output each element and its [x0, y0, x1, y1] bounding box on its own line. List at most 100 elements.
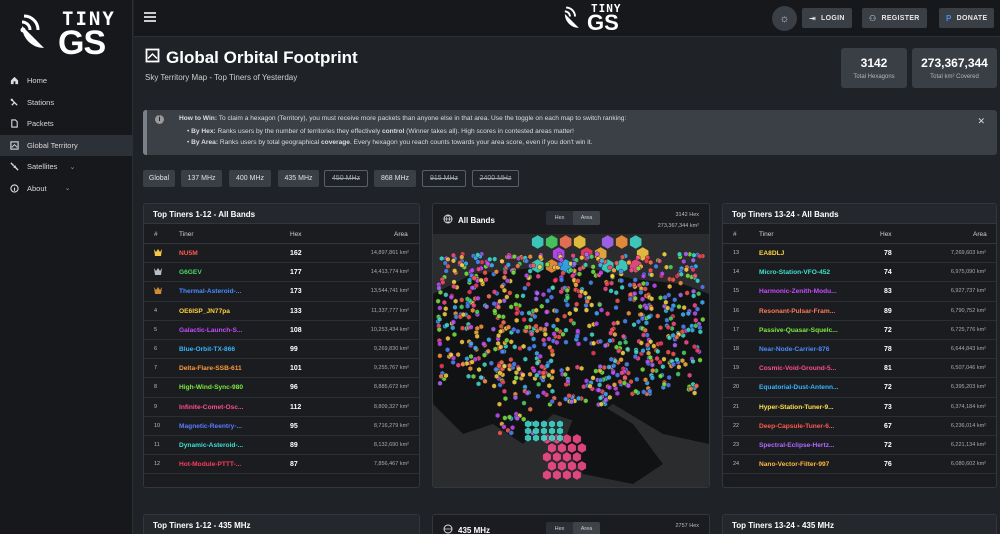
territory-hex[interactable] — [500, 313, 506, 320]
territory-hex[interactable] — [620, 254, 626, 261]
territory-hex[interactable] — [696, 290, 702, 297]
territory-hex[interactable] — [588, 279, 594, 286]
tiner-name-link[interactable]: Magnetic-Reentry-... — [179, 422, 243, 430]
territory-hex[interactable] — [575, 278, 581, 284]
territory-hex[interactable] — [533, 295, 539, 302]
territory-hex[interactable] — [567, 442, 577, 454]
territory-hex[interactable] — [482, 378, 488, 385]
territory-hex[interactable] — [625, 382, 631, 389]
territory-hex[interactable] — [516, 366, 522, 372]
tiner-name-link[interactable]: Micro-Station-VFO-452 — [759, 269, 831, 277]
territory-hex[interactable] — [504, 337, 510, 344]
territory-hex[interactable] — [564, 287, 570, 294]
territory-hex[interactable] — [499, 258, 505, 265]
territory-hex[interactable] — [608, 330, 614, 336]
territory-hex[interactable] — [606, 384, 612, 391]
territory-hex[interactable] — [547, 460, 557, 472]
territory-hex[interactable] — [468, 324, 474, 330]
territory-hex[interactable] — [638, 289, 644, 296]
territory-hex[interactable] — [557, 442, 567, 454]
territory-hex[interactable] — [524, 419, 532, 429]
territory-hex[interactable] — [633, 349, 639, 355]
territory-hex[interactable] — [597, 262, 603, 268]
territory-hex[interactable] — [690, 358, 696, 365]
territory-hex[interactable] — [505, 261, 511, 268]
territory-hex[interactable] — [532, 426, 540, 436]
territory-hex[interactable] — [606, 364, 612, 370]
territory-hex[interactable] — [609, 280, 615, 286]
territory-hex[interactable] — [535, 393, 541, 400]
sidebar-item-satellites[interactable]: Satellites ⌄ — [0, 156, 133, 178]
territory-hex[interactable] — [474, 333, 480, 340]
territory-hex[interactable] — [579, 254, 585, 261]
territory-hex[interactable] — [655, 348, 661, 355]
territory-hex[interactable] — [469, 267, 475, 274]
toggle-area[interactable]: Area — [573, 522, 600, 534]
territory-hex[interactable] — [473, 345, 478, 351]
table-row[interactable]: 13 EA8DLJ 78 7,269,603 km² — [723, 244, 996, 264]
territory-hex[interactable] — [540, 426, 548, 436]
territory-hex[interactable] — [531, 367, 537, 374]
territory-hex[interactable] — [693, 263, 699, 270]
tiner-name-link[interactable]: NU5M — [179, 250, 198, 257]
territory-hex[interactable] — [534, 350, 540, 357]
territory-hex[interactable] — [658, 294, 664, 301]
territory-hex[interactable] — [544, 298, 550, 304]
territory-hex[interactable] — [556, 433, 564, 443]
territory-hex[interactable] — [512, 344, 518, 350]
territory-hex[interactable] — [648, 305, 654, 312]
territory-hex[interactable] — [476, 380, 481, 387]
territory-hex[interactable] — [548, 294, 554, 301]
territory-hex[interactable] — [572, 451, 582, 463]
territory-hex[interactable] — [521, 400, 527, 406]
territory-hex[interactable] — [468, 340, 474, 347]
tiner-name-link[interactable]: Equatorial-Dust-Antenn... — [759, 384, 839, 392]
territory-hex[interactable] — [647, 354, 653, 361]
territory-hex[interactable] — [670, 276, 676, 283]
territory-hex[interactable] — [529, 331, 535, 337]
territory-hex[interactable] — [491, 383, 497, 389]
territory-hex[interactable] — [514, 317, 520, 324]
territory-hex[interactable] — [622, 318, 628, 325]
band-400[interactable]: 400 MHz — [229, 170, 271, 187]
territory-hex[interactable] — [690, 257, 696, 264]
territory-hex[interactable] — [530, 262, 536, 269]
territory-hex[interactable] — [540, 419, 548, 429]
territory-hex[interactable] — [532, 433, 540, 443]
territory-hex[interactable] — [544, 261, 550, 268]
territory-hex[interactable] — [463, 260, 469, 267]
territory-hex[interactable] — [548, 419, 556, 429]
tiner-name-link[interactable]: High-Wind-Sync-980 — [179, 384, 244, 392]
territory-hex[interactable] — [675, 371, 681, 377]
territory-hex[interactable] — [678, 271, 684, 278]
territory-hex[interactable] — [650, 367, 656, 374]
territory-hex[interactable] — [482, 361, 488, 368]
territory-hex[interactable] — [685, 327, 691, 333]
territory-hex[interactable] — [613, 289, 619, 296]
territory-hex[interactable] — [681, 258, 687, 265]
territory-hex[interactable] — [506, 324, 512, 331]
table-row[interactable]: 8 High-Wind-Sync-980 96 8,885,672 km² — [144, 378, 419, 398]
territory-hex[interactable] — [699, 299, 705, 306]
territory-hex[interactable] — [531, 234, 544, 250]
territory-hex[interactable] — [574, 333, 580, 340]
territory-hex[interactable] — [632, 290, 638, 297]
territory-hex[interactable] — [452, 304, 458, 311]
territory-hex[interactable] — [540, 291, 546, 298]
territory-hex[interactable] — [621, 333, 627, 340]
tiner-name-link[interactable]: Nano-Vector-Filter-997 — [759, 461, 830, 469]
territory-hex[interactable] — [665, 349, 671, 356]
territory-hex[interactable] — [507, 362, 513, 369]
tiner-name-link[interactable]: Harmonic-Zenith-Modu... — [759, 288, 837, 296]
territory-hex[interactable] — [608, 356, 614, 363]
territory-hex[interactable] — [469, 359, 475, 365]
territory-hex[interactable] — [468, 353, 474, 360]
territory-hex[interactable] — [584, 298, 590, 305]
territory-hex[interactable] — [445, 335, 451, 342]
territory-hex[interactable] — [624, 361, 630, 368]
territory-hex[interactable] — [522, 356, 528, 363]
tinygs-logo[interactable]: TINY GS — [18, 8, 118, 62]
territory-hex[interactable] — [554, 308, 560, 314]
band-915[interactable]: 915 MHz — [422, 170, 466, 187]
territory-hex[interactable] — [496, 401, 502, 408]
